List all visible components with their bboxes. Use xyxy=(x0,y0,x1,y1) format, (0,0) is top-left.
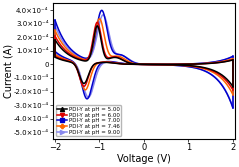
X-axis label: Voltage (V): Voltage (V) xyxy=(117,153,171,163)
Y-axis label: Current (A): Current (A) xyxy=(4,44,13,98)
Legend: PDI-Y at pH = 5.00, PDI-Y at pH = 6.00, PDI-Y at pH = 7.00, PDI-Y at pH = 7.46, : PDI-Y at pH = 5.00, PDI-Y at pH = 6.00, … xyxy=(55,105,121,136)
